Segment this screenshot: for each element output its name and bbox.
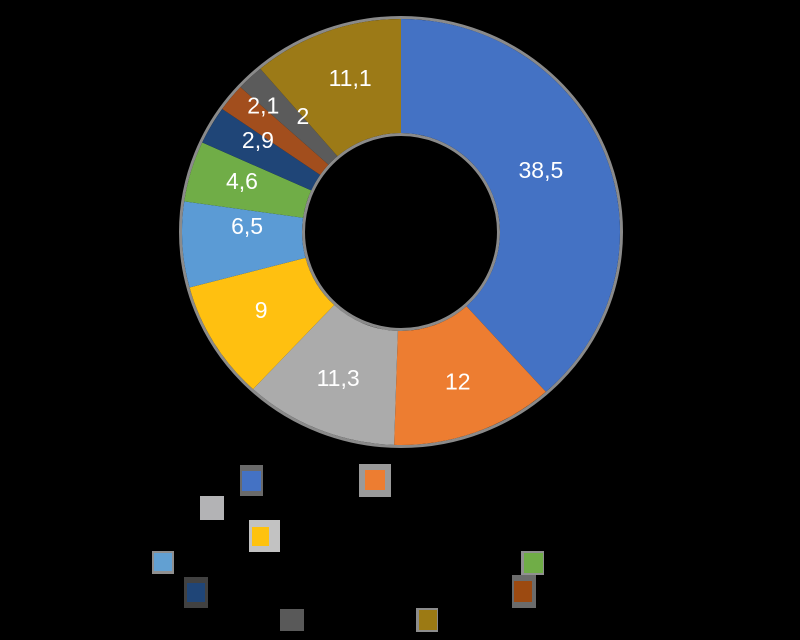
legend-swatch-dark-gray <box>280 609 304 631</box>
legend-swatch-yellow <box>252 527 269 546</box>
slice-data-label-3: 11,3 <box>317 365 360 391</box>
legend-swatch-gray <box>200 496 224 520</box>
slice-data-label-9: 2 <box>297 103 310 129</box>
legend-swatch-orange <box>365 470 385 490</box>
slice-data-label-10: 11,1 <box>329 65 372 91</box>
slice-data-label-6: 4,6 <box>226 168 258 194</box>
legend-swatch-rust <box>514 581 532 602</box>
slice-data-label-1: 38,5 <box>519 157 564 183</box>
slice-data-label-5: 6,5 <box>231 213 263 239</box>
legend-swatch-light-blue <box>154 553 172 571</box>
donut-slice-8 <box>222 87 329 175</box>
donut-slice-3 <box>253 305 398 445</box>
donut-slice-9 <box>240 68 338 165</box>
legend-swatch-olive <box>419 610 437 630</box>
legend-swatch-green <box>524 553 543 573</box>
outer-edge-halo <box>179 16 623 448</box>
donut-slice-1 <box>401 19 620 392</box>
slice-data-label-8: 2,1 <box>247 92 279 118</box>
donut-slice-5 <box>181 201 306 288</box>
donut-slice-10 <box>260 19 401 157</box>
donut-slice-4 <box>189 257 335 390</box>
inner-edge-halo <box>302 133 500 331</box>
donut-slice-6 <box>184 142 312 218</box>
legend-swatch-blue <box>242 471 261 491</box>
slice-data-label-7: 2,9 <box>242 127 274 153</box>
slice-data-label-2: 12 <box>445 369 471 395</box>
donut-slice-7 <box>202 108 321 191</box>
slice-data-label-4: 9 <box>255 297 268 323</box>
donut-slice-2 <box>394 306 546 445</box>
legend-swatch-navy <box>187 583 205 602</box>
